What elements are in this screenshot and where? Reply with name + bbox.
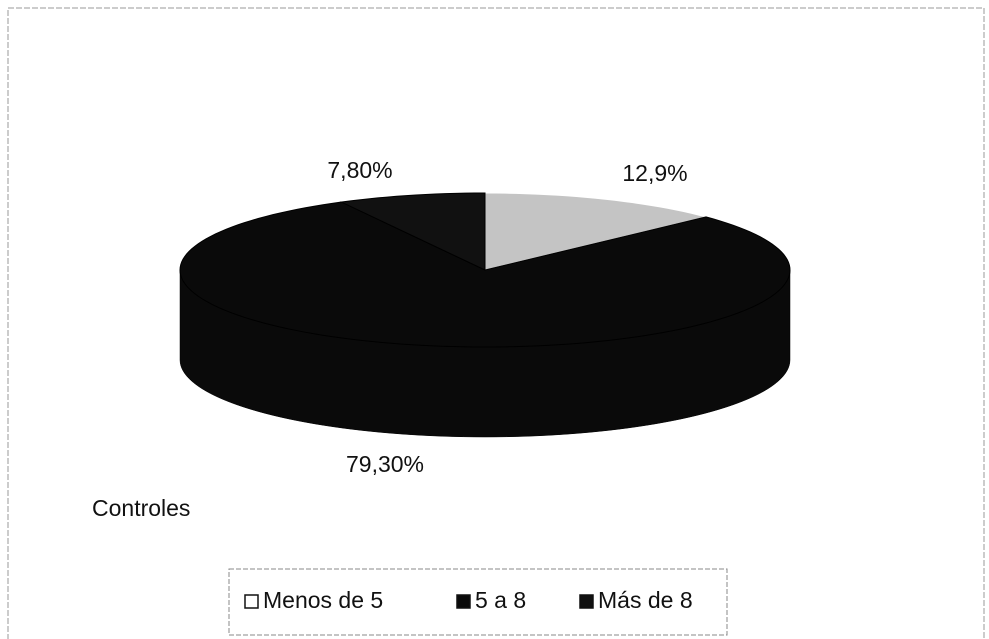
legend-swatch xyxy=(456,594,471,609)
chart-title: Controles xyxy=(92,495,190,521)
slice-top xyxy=(484,192,707,271)
pie-slice xyxy=(179,201,791,438)
legend-swatch xyxy=(244,594,259,609)
data-label: 12,9% xyxy=(622,160,687,186)
pie-slice xyxy=(339,192,486,271)
slice-top xyxy=(179,201,791,348)
legend-label: 5 a 8 xyxy=(475,587,526,613)
data-label: 7,80% xyxy=(327,157,392,183)
legend-label: Menos de 5 xyxy=(263,587,383,613)
legend-swatch xyxy=(579,594,594,609)
legend-label: Más de 8 xyxy=(598,587,693,613)
slice-top xyxy=(339,192,486,271)
pie-slice xyxy=(484,192,707,271)
legend-box xyxy=(228,568,728,636)
data-label: 79,30% xyxy=(346,451,424,477)
chart-frame xyxy=(7,7,985,639)
